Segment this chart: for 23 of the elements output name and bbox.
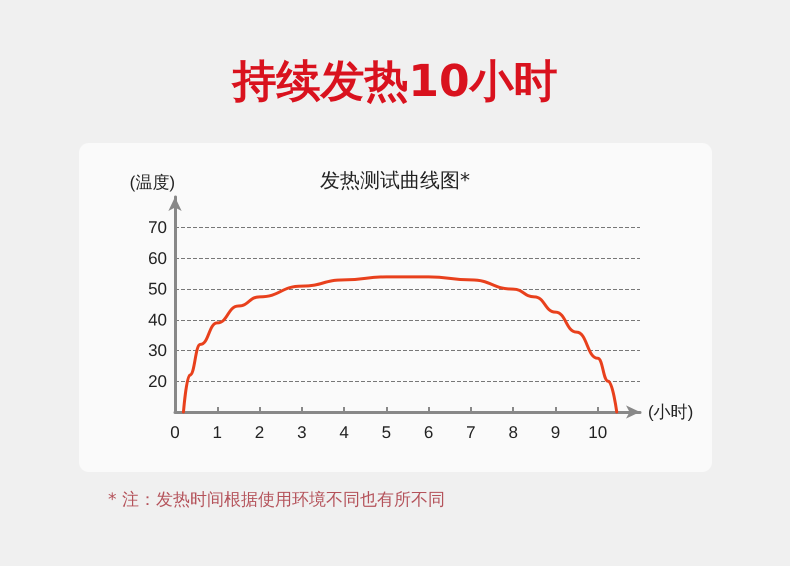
x-tick-label: 10 bbox=[588, 423, 608, 442]
text: * 注：发热时间根据使用环境不同也有所不同 bbox=[108, 489, 445, 511]
x-tick-label: 7 bbox=[466, 423, 476, 442]
x-axis-title: (小时) bbox=[648, 402, 694, 422]
y-tick-label: 70 bbox=[148, 218, 167, 238]
x-tick-label: 2 bbox=[254, 423, 264, 442]
x-tick-label: 4 bbox=[339, 423, 349, 442]
chart-title: 持续发热10小时 bbox=[230, 55, 559, 109]
x-tick-label: 5 bbox=[382, 423, 392, 442]
y-tick-label: 40 bbox=[148, 310, 167, 330]
x-tick-label: 6 bbox=[424, 423, 434, 442]
x-tick-label: 0 bbox=[170, 423, 180, 442]
chart-subtitle: 发热测试曲线图* bbox=[320, 168, 470, 192]
x-tick-label: 3 bbox=[297, 423, 307, 442]
x-tick-label: 1 bbox=[212, 423, 222, 442]
y-tick-label: 20 bbox=[148, 372, 167, 391]
x-tick-label: 8 bbox=[508, 423, 518, 442]
line-series bbox=[182, 275, 618, 414]
y-tick-label: 30 bbox=[148, 341, 167, 360]
y-tick-label: 50 bbox=[148, 280, 167, 299]
x-tick-label: 9 bbox=[550, 423, 560, 442]
y-tick-label: 60 bbox=[148, 248, 167, 268]
y-axis-title: (温度) bbox=[130, 173, 175, 192]
